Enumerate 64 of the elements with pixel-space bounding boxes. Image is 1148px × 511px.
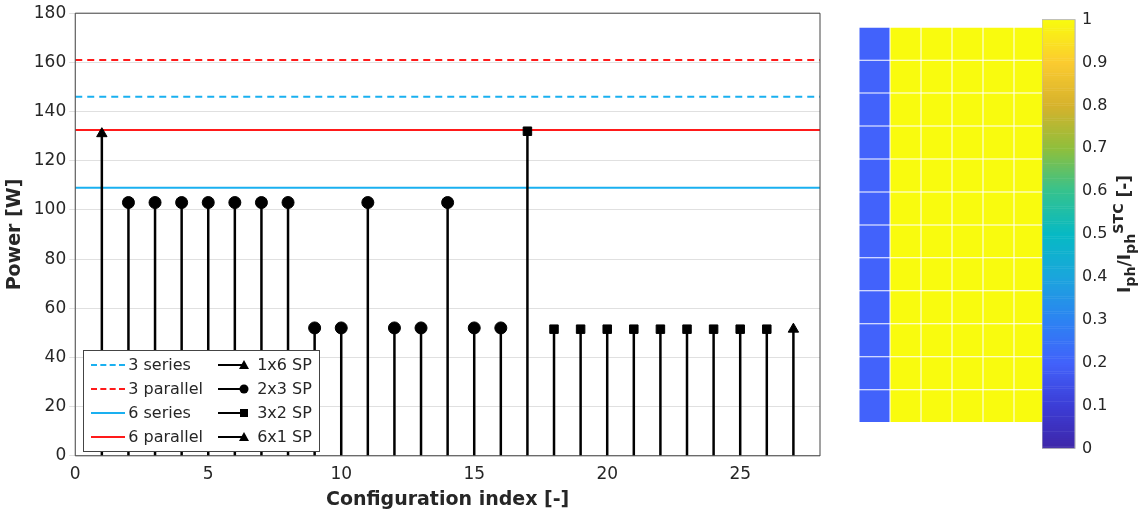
legend-label: 3 series <box>127 353 192 376</box>
point <box>575 324 586 334</box>
point <box>655 324 666 334</box>
y-tick-label: 0 <box>55 444 67 465</box>
point <box>281 196 295 210</box>
color-bar-label: 0 <box>1082 437 1093 457</box>
point <box>549 324 559 334</box>
legend-label: 3 parallel <box>127 377 205 400</box>
color-bar-label: 0.6 <box>1082 180 1108 200</box>
x-tick-label: 25 <box>729 463 752 484</box>
point <box>602 324 612 334</box>
y-tick-label: 180 <box>33 1 67 22</box>
color-bar-label: 0.2 <box>1082 351 1108 371</box>
point <box>441 196 455 210</box>
color-bar-label: 0.5 <box>1082 223 1108 243</box>
x-tick-label: 10 <box>330 463 353 484</box>
point <box>387 321 401 335</box>
color-bar-label: 1 <box>1082 8 1093 28</box>
point <box>762 324 772 334</box>
x-tick-label: 0 <box>69 463 81 484</box>
color-bar-label: 0.8 <box>1082 94 1108 114</box>
point <box>308 321 322 335</box>
point <box>467 321 481 335</box>
point <box>254 196 268 210</box>
color-bar-label: 0.7 <box>1082 137 1108 157</box>
y-tick-label: 60 <box>44 296 67 317</box>
point <box>787 322 800 333</box>
y-tick-label: 160 <box>33 50 67 71</box>
y-tick-label: 140 <box>33 99 67 120</box>
y-tick-label: 20 <box>44 395 67 416</box>
point <box>682 324 692 334</box>
y-tick-label: 80 <box>44 247 67 268</box>
point <box>735 324 745 334</box>
point <box>494 321 508 335</box>
point <box>708 324 719 334</box>
x-tick-label: 20 <box>596 463 619 484</box>
point <box>334 321 348 335</box>
point <box>414 321 428 335</box>
point <box>96 127 108 138</box>
point <box>522 126 533 136</box>
color-bar-label: 0.4 <box>1082 266 1108 286</box>
point <box>361 196 375 210</box>
y-axis-title: Power [W] <box>2 178 25 291</box>
legend-label: 1x6 SP <box>256 353 313 376</box>
color-bar-label: 0.9 <box>1082 51 1108 71</box>
legend-label: 6 parallel <box>127 425 205 448</box>
x-tick-label: 15 <box>463 463 486 484</box>
color-bar-label: 0.1 <box>1082 394 1108 414</box>
x-tick-label: 5 <box>202 463 214 484</box>
point <box>201 196 215 210</box>
y-tick-label: 100 <box>33 198 67 219</box>
y-tick-label: 120 <box>33 149 67 170</box>
point <box>148 196 162 210</box>
legend-label: 3x2 SP <box>256 401 313 424</box>
point <box>629 324 639 334</box>
point <box>228 196 242 210</box>
color-bar-label: 0.3 <box>1082 308 1108 328</box>
legend-label: 2x3 SP <box>256 377 313 400</box>
y-tick-label: 40 <box>44 345 67 366</box>
legend-label: 6 series <box>127 401 192 424</box>
x-axis-title: Configuration index [-] <box>325 486 570 509</box>
point <box>175 196 189 210</box>
legend-label: 6x1 SP <box>256 425 313 448</box>
point <box>121 196 135 210</box>
